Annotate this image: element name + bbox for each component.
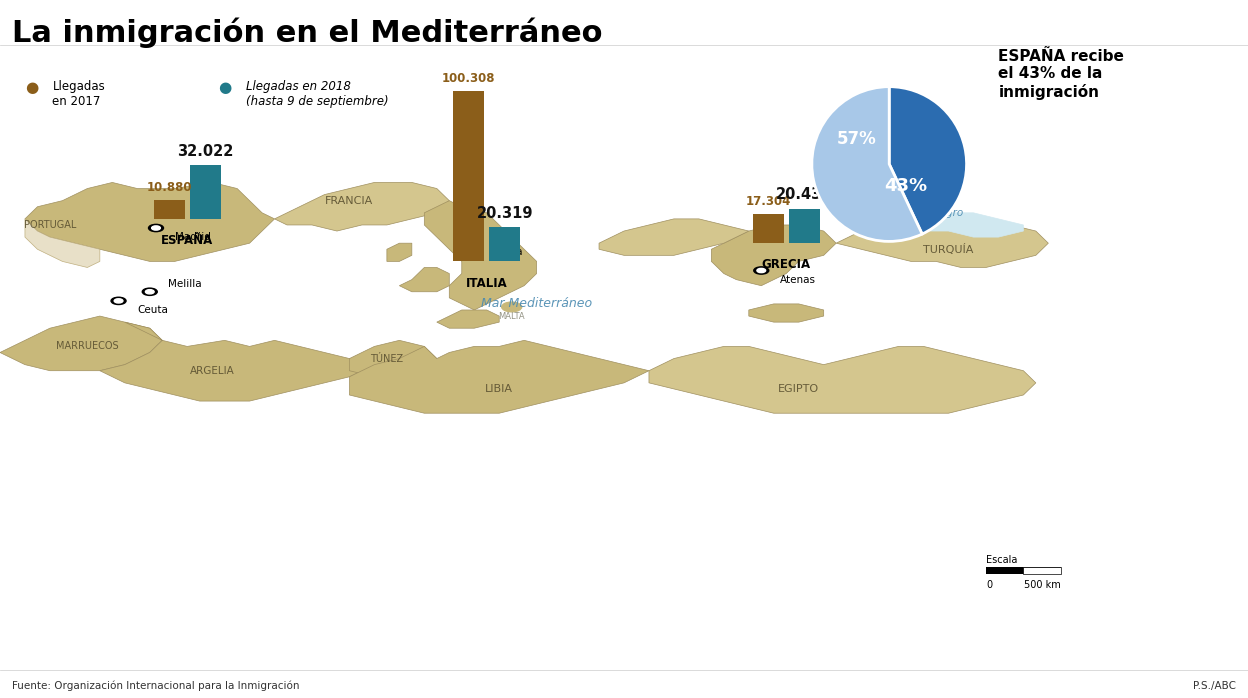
Polygon shape bbox=[649, 346, 1036, 413]
Text: Llegadas
en 2017: Llegadas en 2017 bbox=[52, 80, 105, 108]
Text: 57%: 57% bbox=[837, 131, 876, 148]
Bar bbox=[190, 165, 221, 219]
Text: Madrid: Madrid bbox=[175, 232, 211, 242]
Circle shape bbox=[469, 241, 479, 245]
Polygon shape bbox=[275, 182, 449, 231]
Text: Escala: Escala bbox=[986, 555, 1017, 565]
Circle shape bbox=[754, 267, 769, 274]
Polygon shape bbox=[25, 182, 275, 261]
Polygon shape bbox=[836, 219, 1048, 267]
Text: Mar Mediterráneo: Mar Mediterráneo bbox=[480, 297, 593, 311]
Circle shape bbox=[149, 224, 163, 232]
Text: ITALIA: ITALIA bbox=[466, 276, 508, 290]
Text: Melilla: Melilla bbox=[168, 279, 202, 290]
Text: MALTA: MALTA bbox=[498, 311, 525, 320]
Circle shape bbox=[467, 239, 482, 247]
Polygon shape bbox=[749, 304, 824, 322]
Text: La inmigración en el Mediterráneo: La inmigración en el Mediterráneo bbox=[12, 17, 603, 48]
Text: 500 km: 500 km bbox=[1025, 580, 1061, 591]
Circle shape bbox=[142, 288, 157, 295]
Bar bbox=[453, 91, 484, 261]
Text: 43%: 43% bbox=[885, 177, 927, 195]
Circle shape bbox=[115, 299, 122, 303]
Text: FRANCIA: FRANCIA bbox=[326, 195, 373, 206]
Polygon shape bbox=[25, 219, 100, 267]
Text: ●: ● bbox=[218, 80, 232, 95]
Text: Llegadas en 2018
(hasta 9 de septiembre): Llegadas en 2018 (hasta 9 de septiembre) bbox=[246, 80, 388, 108]
Text: LIBIA: LIBIA bbox=[485, 384, 513, 394]
Bar bbox=[1023, 567, 1061, 574]
Text: 0: 0 bbox=[986, 580, 992, 591]
Text: 17.304: 17.304 bbox=[745, 195, 791, 208]
Circle shape bbox=[111, 297, 126, 304]
Text: ESPAÑA recibe
el 43% de la
inmigración: ESPAÑA recibe el 43% de la inmigración bbox=[998, 49, 1124, 100]
Polygon shape bbox=[349, 341, 437, 377]
Polygon shape bbox=[849, 207, 1023, 237]
Text: 20.319: 20.319 bbox=[477, 206, 533, 221]
Text: ●: ● bbox=[25, 80, 39, 95]
Circle shape bbox=[502, 302, 522, 312]
Text: ARGELIA: ARGELIA bbox=[190, 366, 235, 376]
Bar bbox=[986, 567, 1061, 574]
Text: TÚNEZ: TÚNEZ bbox=[371, 354, 403, 364]
Wedge shape bbox=[889, 87, 966, 234]
Text: EGIPTO: EGIPTO bbox=[779, 384, 819, 394]
Text: 20.430: 20.430 bbox=[776, 188, 832, 202]
Text: Ceuta: Ceuta bbox=[137, 305, 168, 315]
Polygon shape bbox=[100, 322, 374, 401]
Polygon shape bbox=[387, 243, 412, 261]
Wedge shape bbox=[812, 87, 922, 242]
Text: 10.880: 10.880 bbox=[146, 181, 192, 194]
Text: Atenas: Atenas bbox=[780, 274, 816, 285]
Circle shape bbox=[152, 226, 160, 230]
Text: GRECIA: GRECIA bbox=[761, 258, 811, 272]
Bar bbox=[154, 200, 185, 219]
Polygon shape bbox=[437, 310, 499, 328]
Polygon shape bbox=[0, 316, 162, 371]
Polygon shape bbox=[424, 201, 537, 310]
Polygon shape bbox=[599, 219, 749, 255]
Text: P.S./ABC: P.S./ABC bbox=[1193, 681, 1236, 691]
Bar bbox=[789, 209, 820, 243]
Circle shape bbox=[145, 290, 154, 294]
Polygon shape bbox=[399, 267, 449, 292]
Polygon shape bbox=[349, 341, 649, 413]
Text: 100.308: 100.308 bbox=[442, 73, 495, 85]
Text: Roma: Roma bbox=[493, 247, 523, 258]
Text: Fuente: Organización Internacional para la Inmigración: Fuente: Organización Internacional para … bbox=[12, 681, 300, 691]
Bar bbox=[753, 214, 784, 243]
Text: PORTUGAL: PORTUGAL bbox=[24, 220, 76, 230]
Text: TURQUÍA: TURQUÍA bbox=[924, 244, 973, 255]
Text: Mar Negro: Mar Negro bbox=[909, 208, 963, 218]
Text: ESPAÑA: ESPAÑA bbox=[161, 234, 213, 247]
Polygon shape bbox=[711, 225, 836, 285]
Circle shape bbox=[756, 269, 766, 273]
Text: 32.022: 32.022 bbox=[177, 144, 233, 158]
Text: MARRUECOS: MARRUECOS bbox=[56, 341, 119, 351]
Bar bbox=[489, 227, 520, 261]
